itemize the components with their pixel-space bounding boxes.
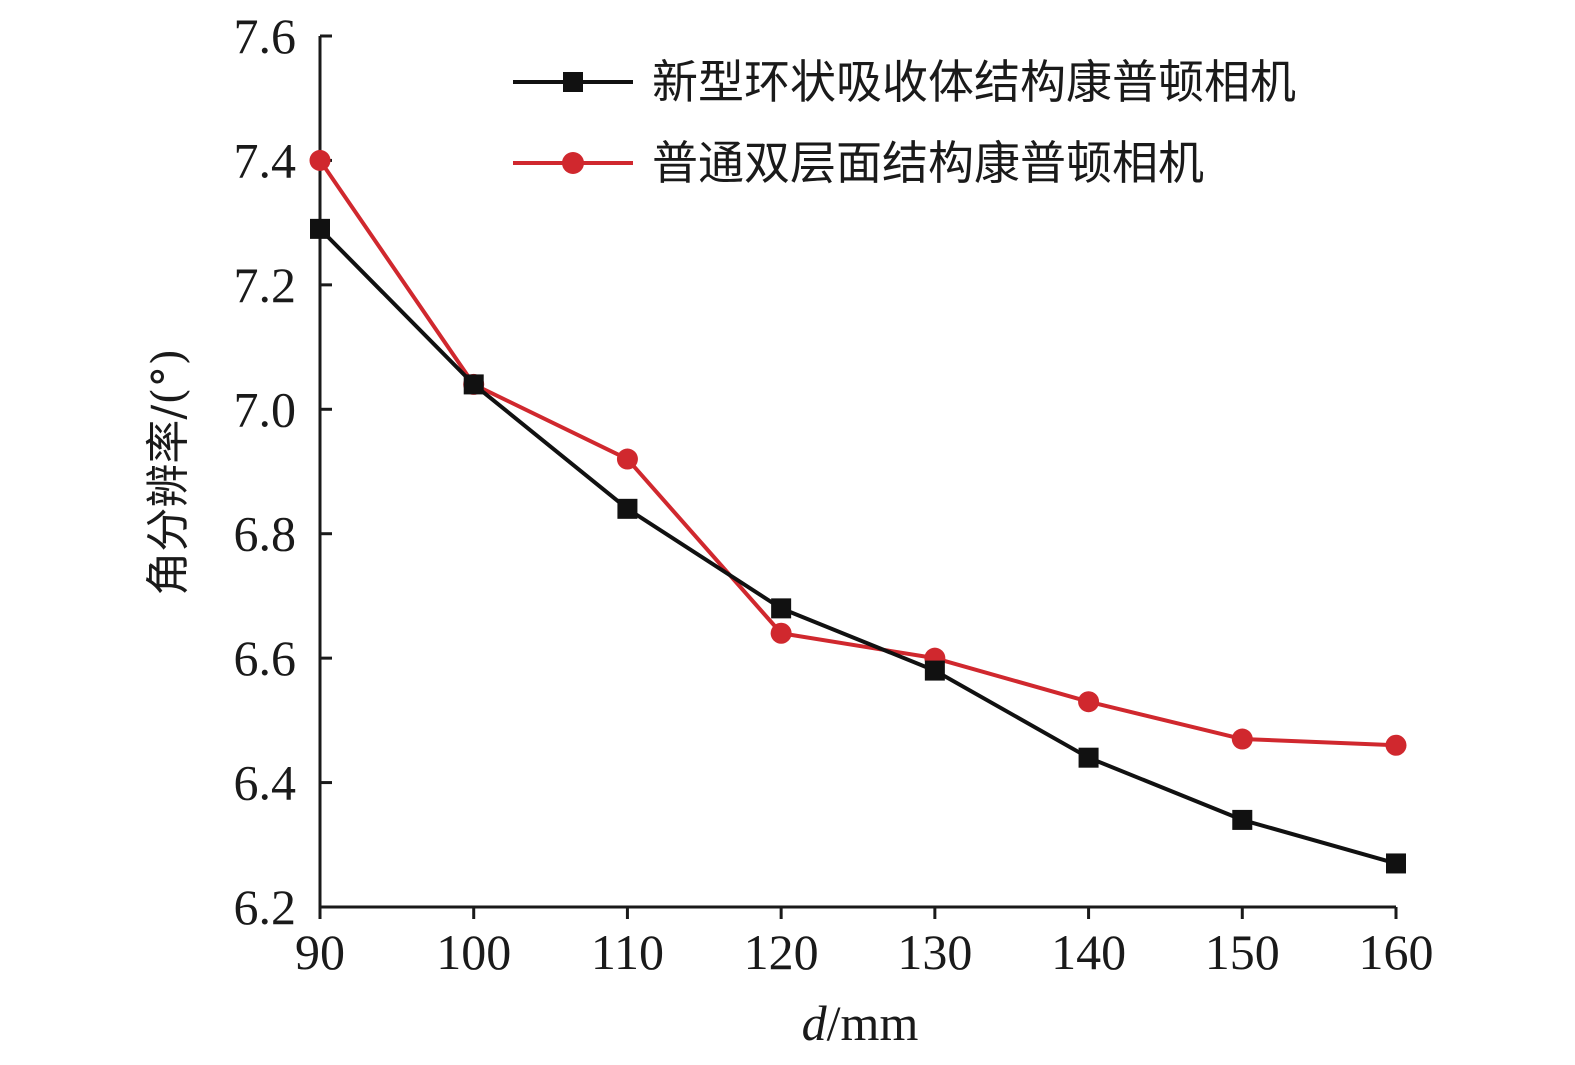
x-tick-label: 120 (744, 924, 819, 980)
x-tick-label: 130 (897, 924, 972, 980)
series-1 (310, 218, 1406, 874)
series-1-point (924, 660, 945, 681)
x-axis-title: d/mm (802, 995, 919, 1051)
series-2-point (616, 448, 638, 470)
legend-item-series-1: 新型环状吸收体结构康普顿相机 (513, 55, 1296, 109)
series-1-point (1386, 853, 1406, 874)
series-2-point (1385, 734, 1407, 756)
y-axis-title: 角分辨率/(°) (143, 348, 194, 595)
x-tick-label: 140 (1051, 924, 1126, 980)
x-axis-title-unit: /mm (827, 995, 919, 1051)
axes (318, 36, 1396, 909)
legend-item-series-2: 普通双层面结构康普顿相机 (513, 136, 1204, 190)
series-2-line (318, 159, 1397, 748)
x-axis-ticks: 90 100 110 120 130 140 150 160 (295, 907, 1434, 980)
x-tick-label: 110 (591, 924, 664, 980)
series-2-point (1231, 728, 1253, 750)
x-axis-title-variable: d (802, 995, 828, 1051)
series-1-line (318, 227, 1397, 866)
y-tick-label: 6.2 (234, 879, 297, 935)
series-2-point (770, 622, 792, 644)
y-tick-label: 7.0 (234, 381, 297, 437)
y-tick-label: 6.4 (234, 755, 297, 811)
series-2 (309, 149, 1407, 756)
y-tick-label: 6.6 (234, 630, 297, 686)
y-tick-label: 7.4 (234, 132, 297, 188)
series-1-point (1078, 747, 1099, 768)
legend-marker-series-2 (562, 152, 584, 174)
series-2-point (1078, 691, 1100, 713)
y-tick-label: 7.6 (234, 8, 297, 64)
legend-label-series-2: 普通双层面结构康普顿相机 (652, 136, 1204, 190)
series-1-point (463, 374, 484, 395)
x-tick-label: 90 (295, 924, 345, 980)
legend-label-series-1: 新型环状吸收体结构康普顿相机 (652, 55, 1296, 109)
series-1-point (617, 498, 638, 519)
y-axis-ticks: 6.2 6.4 6.6 6.8 7.0 7.2 7.4 7.6 (234, 8, 332, 935)
series-2-point (309, 149, 331, 171)
x-tick-label: 160 (1359, 924, 1434, 980)
legend-marker-series-1 (563, 72, 583, 92)
series-1-point (310, 218, 330, 239)
series-layer (309, 149, 1407, 874)
x-tick-label: 100 (436, 924, 511, 980)
y-tick-label: 6.8 (234, 506, 297, 562)
series-1-point (771, 598, 792, 619)
legend: 新型环状吸收体结构康普顿相机 普通双层面结构康普顿相机 (513, 55, 1296, 190)
series-1-point (1232, 809, 1253, 830)
x-tick-label: 150 (1205, 924, 1280, 980)
y-tick-label: 7.2 (234, 257, 297, 313)
